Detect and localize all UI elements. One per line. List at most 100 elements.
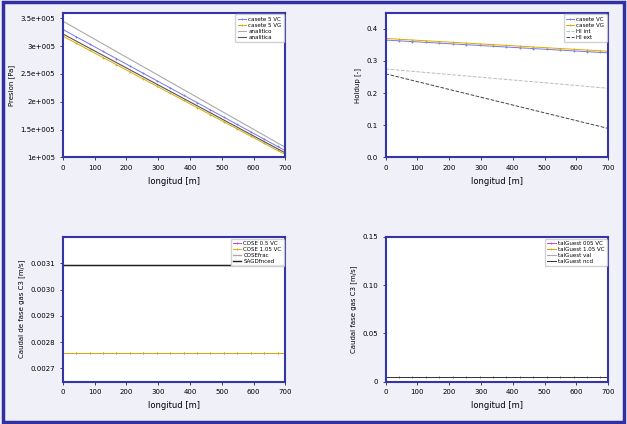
HI int (391, 67, 398, 73)
HI int (441, 72, 448, 77)
casete 5 VC (59, 27, 66, 32)
analitico (100, 42, 108, 47)
casete VC (382, 37, 389, 42)
COSE 1.05 VC (270, 350, 278, 355)
talGuest ncd (586, 374, 593, 379)
analitica (59, 31, 66, 36)
Legend: casete 5 VC, casete 5 VG, analitico, analitica: casete 5 VC, casete 5 VG, analitico, ana… (235, 14, 283, 42)
talGuest 005 VC (604, 374, 612, 379)
talGuest ncd (382, 374, 389, 379)
SAGDfnced (270, 262, 278, 267)
casete 5 VC (263, 138, 270, 143)
SAGDfnced (282, 262, 289, 267)
talGuest 1.05 VC (441, 374, 448, 379)
talGuest 005 VC (586, 374, 593, 379)
Line: analitico: analitico (63, 21, 285, 148)
talGuest 005 VC (423, 374, 431, 379)
casete 5 VC (72, 34, 80, 39)
Line: casete VC: casete VC (384, 39, 609, 54)
COSE 0.5 VC (263, 350, 270, 355)
COSE 1.05 VC (100, 350, 108, 355)
analitico (72, 26, 80, 31)
analitica (100, 53, 108, 59)
talGuest 1.05 VC (423, 374, 431, 379)
talGuest val (593, 374, 601, 379)
Y-axis label: Caudal de fase gas C3 [m/s]: Caudal de fase gas C3 [m/s] (18, 260, 24, 358)
casete VC (441, 41, 448, 46)
casete VC (604, 50, 612, 56)
Line: casete VG: casete VG (384, 37, 609, 53)
casete 5 VC (119, 59, 126, 64)
HI ext (382, 71, 389, 76)
SAGDfnced (263, 262, 270, 267)
analitica (72, 39, 80, 44)
casete 5 VG (100, 56, 108, 61)
HI ext (593, 123, 601, 128)
HI ext (391, 73, 398, 78)
analitico (282, 145, 289, 150)
talGuest 1.05 VC (395, 374, 403, 379)
HI int (382, 67, 389, 72)
Y-axis label: Presion [Pa]: Presion [Pa] (8, 64, 15, 106)
analitico (59, 19, 66, 24)
casete 5 VC (270, 142, 278, 147)
COSE 1.05 VC (72, 350, 80, 355)
Line: COSE 1.05 VC: COSE 1.05 VC (61, 351, 287, 354)
casete 5 VG (282, 152, 289, 157)
SAGDfnced (68, 262, 75, 267)
casete VG (441, 39, 448, 45)
talGuest val (382, 374, 389, 379)
talGuest val (391, 374, 398, 379)
casete VG (586, 47, 593, 53)
casete VC (593, 50, 601, 55)
talGuest val (423, 374, 431, 379)
COSEfrac (59, 262, 66, 267)
casete 5 VC (68, 32, 75, 37)
COSEfrac (68, 262, 75, 267)
Line: talGuest 005 VC: talGuest 005 VC (384, 375, 609, 378)
X-axis label: longitud [m]: longitud [m] (148, 176, 200, 186)
COSEfrac (100, 262, 108, 267)
analitica (282, 151, 289, 156)
talGuest ncd (441, 374, 448, 379)
COSE 0.5 VC (68, 350, 75, 355)
talGuest ncd (593, 374, 601, 379)
HI ext (441, 86, 448, 91)
talGuest 005 VC (593, 374, 601, 379)
Line: COSE 0.5 VC: COSE 0.5 VC (61, 351, 287, 354)
Legend: COSE 0.5 VC, COSE 1.05 VC, COSEfrac, SAGDfnced: COSE 0.5 VC, COSE 1.05 VC, COSEfrac, SAG… (231, 239, 283, 266)
talGuest 005 VC (395, 374, 403, 379)
COSE 0.5 VC (270, 350, 278, 355)
talGuest ncd (395, 374, 403, 379)
SAGDfnced (72, 262, 80, 267)
talGuest val (586, 374, 593, 379)
talGuest ncd (423, 374, 431, 379)
SAGDfnced (59, 262, 66, 267)
COSE 1.05 VC (282, 350, 289, 355)
Y-axis label: Holdup [-]: Holdup [-] (354, 67, 361, 103)
HI ext (395, 75, 403, 80)
talGuest 005 VC (441, 374, 448, 379)
casete VC (586, 49, 593, 54)
COSE 1.05 VC (68, 350, 75, 355)
casete 5 VG (68, 38, 75, 43)
talGuest val (441, 374, 448, 379)
HI int (586, 84, 593, 89)
casete VG (395, 36, 403, 42)
Y-axis label: Caudal fase gas C3 [m/s]: Caudal fase gas C3 [m/s] (350, 265, 357, 353)
COSEfrac (282, 262, 289, 267)
talGuest ncd (391, 374, 398, 379)
HI int (593, 85, 601, 90)
casete VC (391, 38, 398, 43)
COSEfrac (72, 262, 80, 267)
COSE 0.5 VC (59, 350, 66, 355)
HI ext (604, 126, 612, 131)
talGuest 1.05 VC (391, 374, 398, 379)
casete 5 VC (282, 148, 289, 153)
casete VG (604, 49, 612, 54)
analitico (270, 139, 278, 144)
casete VG (423, 38, 431, 43)
Line: casete 5 VG: casete 5 VG (61, 35, 287, 156)
Legend: talGuest 005 VC, talGuest 1.05 VC, talGuest val, talGuest ncd: talGuest 005 VC, talGuest 1.05 VC, talGu… (545, 239, 606, 266)
casete VG (382, 36, 389, 41)
